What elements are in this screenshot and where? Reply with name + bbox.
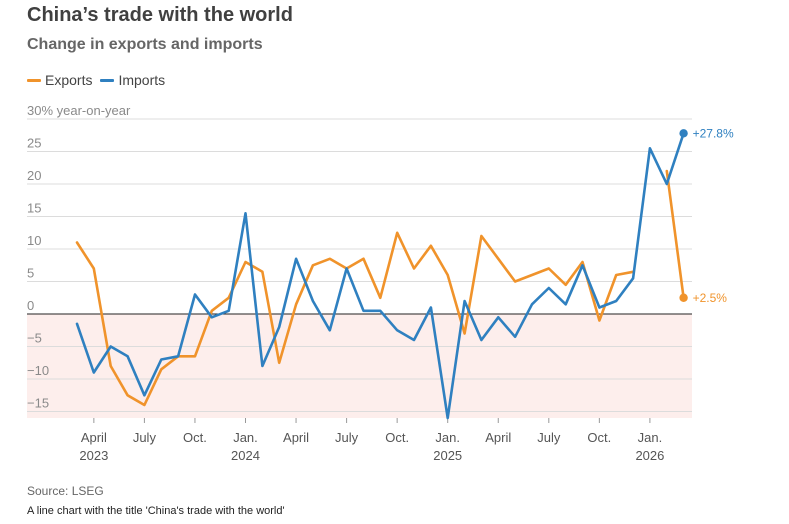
chart-caption: A line chart with the title 'China's tra… xyxy=(27,505,285,517)
x-tick-year-label: 2023 xyxy=(79,448,108,463)
y-tick-label: −5 xyxy=(27,331,42,346)
y-tick-label: 10 xyxy=(27,233,41,248)
negative-region-shading xyxy=(27,314,692,418)
x-tick-year-label: 2024 xyxy=(231,448,260,463)
y-tick-label: 15 xyxy=(27,201,41,216)
x-tick-label: Jan. xyxy=(435,430,460,445)
legend-swatch-imports xyxy=(100,78,115,82)
imports-end-marker xyxy=(679,129,688,138)
x-tick-label: Oct. xyxy=(587,430,611,445)
x-tick-year-label: 2025 xyxy=(433,448,462,463)
exports-end-marker xyxy=(679,293,688,302)
y-tick-label: 30% year-on-year xyxy=(27,103,131,118)
line-chart: 30% year-on-year 25 20 15 10 5 0 −5 −10 −15 April 2… xyxy=(27,103,734,463)
x-tick-label: April xyxy=(81,430,107,445)
source-note: Source: LSEG xyxy=(27,484,104,498)
x-tick-label: April xyxy=(283,430,309,445)
imports-end-label: +27.8% xyxy=(693,126,734,140)
legend-swatch-exports xyxy=(27,78,41,82)
x-tick-label: July xyxy=(133,430,157,445)
legend: Exports Imports xyxy=(27,72,165,88)
y-tick-label: 0 xyxy=(27,298,34,313)
exports-line xyxy=(75,169,685,407)
imports-line xyxy=(75,132,685,420)
x-tick-label: April xyxy=(485,430,511,445)
exports-end-label: +2.5% xyxy=(693,291,728,305)
x-tick-label: Jan. xyxy=(233,430,258,445)
y-tick-label: 20 xyxy=(27,168,41,183)
y-tick-label: −10 xyxy=(27,363,49,378)
legend-item-exports: Exports xyxy=(27,72,92,88)
x-tick-label: July xyxy=(335,430,359,445)
legend-label-imports: Imports xyxy=(118,72,166,88)
y-tick-label: 25 xyxy=(27,136,41,151)
chart-title: China’s trade with the world xyxy=(27,4,293,26)
x-tick-label: Oct. xyxy=(385,430,409,445)
legend-label-exports: Exports xyxy=(45,72,93,88)
x-tick-label: July xyxy=(537,430,561,445)
y-tick-label: 5 xyxy=(27,266,34,281)
y-tick-label: −15 xyxy=(27,396,49,411)
x-tick-year-label: 2026 xyxy=(635,448,664,463)
x-tick-label: Oct. xyxy=(183,430,207,445)
legend-item-imports: Imports xyxy=(100,72,165,88)
x-tick-label: Jan. xyxy=(638,430,663,445)
chart-subtitle: Change in exports and imports xyxy=(27,36,263,53)
